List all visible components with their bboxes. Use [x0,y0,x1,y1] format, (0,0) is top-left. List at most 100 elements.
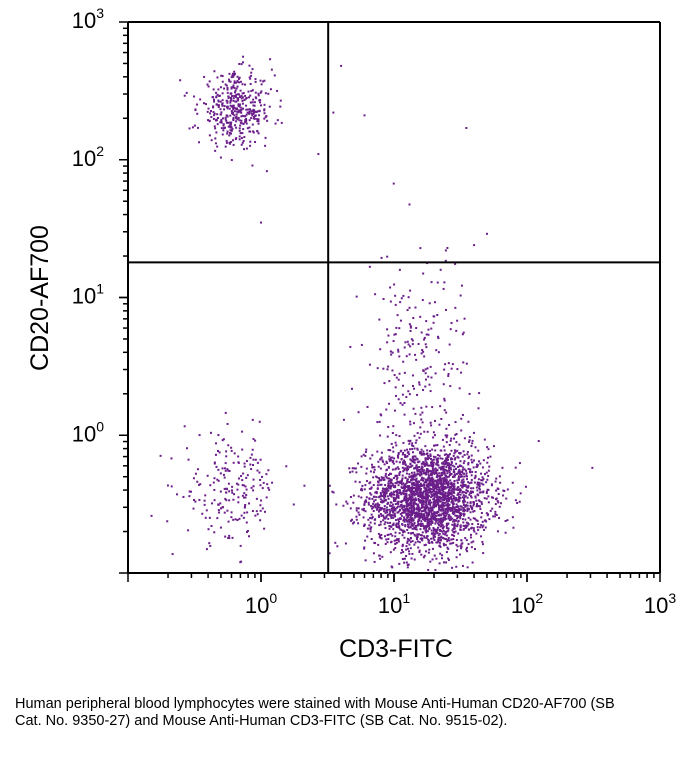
data-point [408,485,411,488]
data-point [440,480,443,483]
data-point [235,113,238,116]
data-point [235,137,238,140]
data-point [441,457,444,460]
data-point [422,556,425,559]
data-point [501,466,504,469]
data-point [380,256,383,259]
data-point [431,509,434,512]
data-point [378,420,381,423]
data-point [418,491,421,494]
data-point [504,531,507,534]
data-point [363,523,366,526]
data-point [442,508,445,511]
data-point [213,112,216,115]
data-point [442,536,445,539]
data-point [481,520,484,523]
data-point [394,468,397,471]
data-point [251,68,254,71]
data-point [444,478,447,481]
data-point [361,508,364,511]
data-point [463,491,466,494]
data-point [396,491,399,494]
data-point [382,478,385,481]
data-point [436,510,439,513]
data-point [408,506,411,509]
data-point [435,557,438,560]
data-point [268,488,271,491]
data-point [404,341,407,344]
data-point [254,141,257,144]
data-point [248,126,251,129]
data-point [436,502,439,505]
data-point [242,107,245,110]
data-point [396,488,399,491]
data-point [410,508,413,511]
data-point [394,294,397,297]
data-point [416,513,419,516]
data-point [271,481,274,484]
data-point [219,156,222,159]
data-point [430,515,433,518]
data-point [393,374,396,377]
data-point [486,478,489,481]
data-point [434,535,437,538]
data-point [439,481,442,484]
data-point [242,55,245,58]
data-point [340,64,343,67]
data-point [440,521,443,524]
data-point [425,471,428,474]
data-point [336,545,339,548]
data-point [253,109,256,112]
data-point [432,478,435,481]
data-point [445,460,448,463]
data-point [434,492,437,495]
data-point [462,521,465,524]
data-point [446,462,449,465]
data-point [423,338,426,341]
data-point [246,111,249,114]
data-point [243,115,246,118]
data-point [411,531,414,534]
data-point [495,477,498,480]
data-point [379,413,382,416]
data-point [436,463,439,466]
data-point [382,495,385,498]
data-point [410,495,413,498]
data-point [454,421,457,424]
data-point [402,489,405,492]
data-point [465,492,468,495]
data-point [393,333,396,336]
data-point [194,472,197,475]
data-point [222,124,225,127]
data-point [230,87,233,90]
data-point [240,94,243,97]
data-point [394,486,397,489]
data-point [381,499,384,502]
data-point [228,499,231,502]
data-point [474,475,477,478]
data-point [435,531,438,534]
data-point [276,119,279,122]
data-point [235,93,238,96]
data-point [456,545,459,548]
data-point [383,478,386,481]
data-point [349,496,352,499]
data-point [422,500,425,503]
data-point [434,522,437,525]
data-point [445,527,448,530]
data-point [403,505,406,508]
data-point [448,503,451,506]
data-point [461,413,464,416]
data-point [408,393,411,396]
data-point [240,514,243,517]
data-point [445,453,448,456]
data-point [263,103,266,106]
data-point [249,108,252,111]
data-point [466,453,469,456]
data-point [387,482,390,485]
data-point [401,474,404,477]
data-point [276,89,279,92]
data-point [159,454,162,457]
data-point [475,465,478,468]
data-point [406,478,409,481]
